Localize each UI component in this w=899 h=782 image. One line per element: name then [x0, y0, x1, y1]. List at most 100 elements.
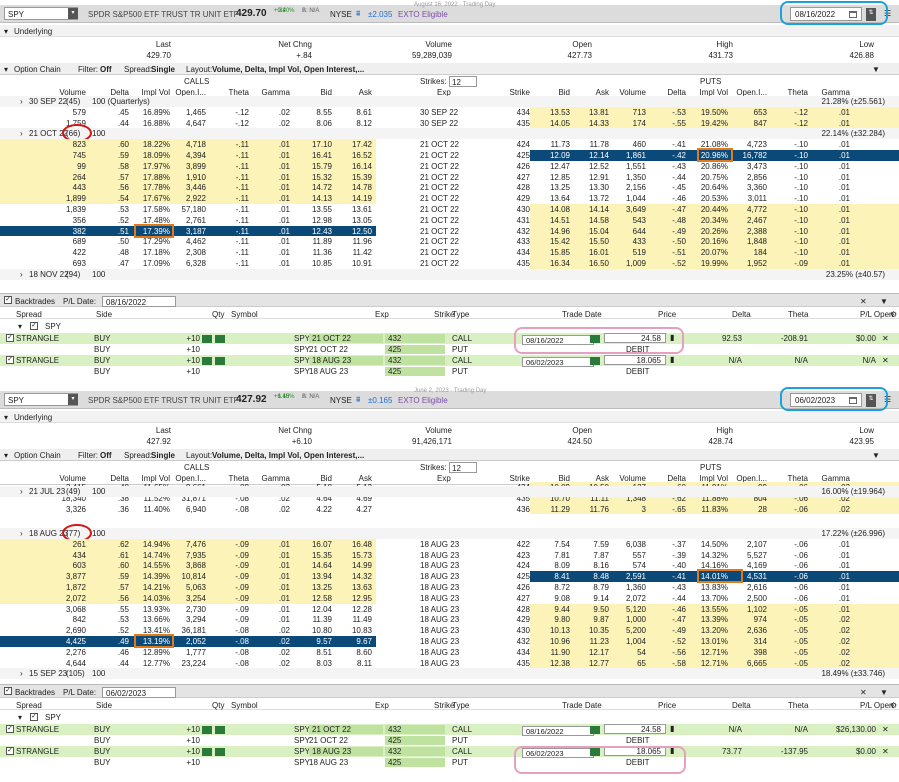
put-cell[interactable]: 15.50: [588, 237, 609, 247]
call-cell[interactable]: .57: [117, 172, 129, 182]
put-cell[interactable]: -.10: [794, 248, 808, 258]
put-cell[interactable]: 20.34%: [700, 215, 728, 225]
put-cell[interactable]: 10.35: [588, 626, 609, 636]
option-row[interactable]: 1,899 .54 17.67% 2,922 -.11 .01 14.13 14.19 21 O…: [0, 193, 899, 204]
call-cell[interactable]: .01: [278, 248, 290, 258]
put-cell[interactable]: -.10: [794, 161, 808, 171]
put-cell[interactable]: 4,772: [746, 205, 767, 214]
put-cell[interactable]: 4,531: [746, 572, 767, 582]
call-cell[interactable]: .02: [278, 107, 290, 117]
layout-value[interactable]: Volume, Delta, Impl Vol, Open Interest,.…: [212, 451, 365, 460]
option-row[interactable]: 3,326 .36 11.40% 6,940 -.08 .02 4.22 4.27 436 11.…: [0, 503, 899, 515]
put-cell[interactable]: 12.52: [588, 161, 609, 171]
call-cell[interactable]: 10.83: [351, 626, 372, 636]
expiration-label[interactable]: 18 AUG 23: [29, 529, 69, 538]
option-row[interactable]: 422 .48 17.18% 2,308 -.11 .01 11.36 11.42 21 OCT…: [0, 247, 899, 258]
call-cell[interactable]: 3,877: [65, 572, 86, 582]
call-cell[interactable]: 1,872: [65, 583, 86, 592]
call-cell[interactable]: 12.98: [311, 215, 332, 225]
qty-stepper-icon[interactable]: [202, 335, 212, 343]
collapse-icon[interactable]: ▾: [4, 451, 9, 460]
call-cell[interactable]: 17.39%: [142, 226, 170, 236]
call-cell[interactable]: 9.67: [356, 637, 372, 646]
call-cell[interactable]: 7,935: [185, 550, 206, 560]
call-cell[interactable]: 17.67%: [142, 194, 170, 204]
put-cell[interactable]: 7.59: [593, 539, 609, 549]
put-cell[interactable]: -.44: [672, 172, 686, 182]
lock-icon[interactable]: ▮: [670, 333, 675, 342]
put-column-header[interactable]: Volume: [619, 88, 646, 97]
call-cell[interactable]: 13.55: [311, 205, 332, 214]
call-cell[interactable]: 15.39: [351, 172, 372, 182]
call-cell[interactable]: 57,180: [181, 205, 206, 214]
call-cell[interactable]: -.09: [235, 561, 249, 571]
date-stepper-icon[interactable]: ⇅: [866, 8, 876, 21]
call-cell[interactable]: 1,910: [185, 172, 206, 182]
strike-cell[interactable]: 425: [385, 345, 445, 354]
call-cell[interactable]: -.09: [235, 550, 249, 560]
call-cell[interactable]: 1,777: [185, 647, 206, 657]
strikes-select[interactable]: 12: [449, 462, 477, 473]
call-cell[interactable]: 11.42: [352, 248, 372, 258]
exp-column-header[interactable]: Exp: [437, 88, 451, 97]
call-cell[interactable]: 14.39%: [142, 572, 170, 582]
put-cell[interactable]: 2,156: [625, 183, 646, 193]
backtrade-row[interactable]: BUY +10 SPY 21 OCT 22 425 PUT DEBIT: [0, 735, 899, 746]
strikes-select[interactable]: 12: [449, 76, 477, 87]
put-cell[interactable]: -.05: [794, 658, 808, 668]
put-cell[interactable]: -.05: [794, 615, 808, 625]
put-column-header[interactable]: Theta: [787, 88, 808, 97]
put-cell[interactable]: 12.71%: [700, 647, 728, 657]
call-column-header[interactable]: Ask: [358, 474, 372, 483]
call-cell[interactable]: -.08: [235, 637, 249, 646]
qty-dropdown-icon[interactable]: [215, 726, 225, 734]
filter-value[interactable]: Off: [100, 65, 112, 74]
row-checkbox[interactable]: ✓: [6, 725, 14, 733]
put-cell[interactable]: -.10: [794, 194, 808, 204]
backtrades-column-header[interactable]: Exp: [375, 310, 389, 319]
filter-icon[interactable]: ▼: [880, 688, 888, 697]
call-cell[interactable]: -.12: [235, 118, 249, 128]
call-cell[interactable]: .60: [117, 561, 129, 571]
side-cell[interactable]: BUY: [94, 747, 111, 756]
call-cell[interactable]: 12.04: [311, 604, 332, 614]
put-cell[interactable]: 543: [632, 215, 646, 225]
put-cell[interactable]: 3,011: [747, 194, 767, 204]
put-cell[interactable]: 12.09: [549, 151, 570, 160]
put-cell[interactable]: 13.20%: [700, 626, 728, 636]
call-cell[interactable]: -.09: [235, 572, 249, 582]
call-cell[interactable]: 823: [72, 140, 86, 150]
put-cell[interactable]: 14.16%: [700, 561, 728, 571]
call-cell[interactable]: 16.52: [351, 151, 372, 160]
call-column-header[interactable]: Gamma: [261, 474, 290, 483]
put-cell[interactable]: 1,848: [746, 237, 767, 247]
put-cell[interactable]: .02: [838, 658, 850, 668]
calendar-icon[interactable]: [849, 397, 857, 404]
backtrades-column-header[interactable]: Theta: [788, 310, 809, 319]
put-cell[interactable]: -.06: [794, 539, 808, 549]
call-cell[interactable]: 8.61: [356, 107, 372, 117]
put-cell[interactable]: .01: [838, 140, 850, 150]
call-cell[interactable]: 17.29%: [142, 237, 170, 247]
call-cell[interactable]: 2,730: [185, 604, 206, 614]
put-cell[interactable]: 20.07%: [700, 248, 728, 258]
exp-cell[interactable]: 21 OCT 22: [309, 736, 348, 745]
put-cell[interactable]: 13.55%: [700, 604, 728, 614]
calendar-icon[interactable]: [849, 11, 857, 18]
put-cell[interactable]: 398: [753, 647, 767, 657]
call-cell[interactable]: 382: [72, 226, 86, 236]
backtrade-row[interactable]: ✓ STRANGLE BUY +10 SPY 18 AUG 23 432 CALL 06/02/…: [0, 746, 899, 758]
put-cell[interactable]: -.12: [794, 118, 808, 128]
side-cell[interactable]: BUY: [94, 356, 111, 365]
date-stepper-icon[interactable]: ⇅: [866, 394, 876, 407]
call-cell[interactable]: .56: [117, 593, 129, 603]
option-row[interactable]: 823 .60 18.22% 4,718 -.11 .01 17.10 17.42 21 OCT…: [0, 139, 899, 150]
call-cell[interactable]: 17.42: [351, 140, 372, 150]
call-cell[interactable]: -.11: [235, 140, 249, 150]
put-cell[interactable]: 11.76: [589, 504, 609, 514]
put-cell[interactable]: 16.01: [588, 248, 609, 258]
put-cell[interactable]: 1,102: [746, 604, 767, 614]
date-stepper-icon[interactable]: [590, 335, 600, 343]
put-cell[interactable]: .01: [838, 107, 850, 117]
call-cell[interactable]: 10,814: [181, 572, 206, 582]
